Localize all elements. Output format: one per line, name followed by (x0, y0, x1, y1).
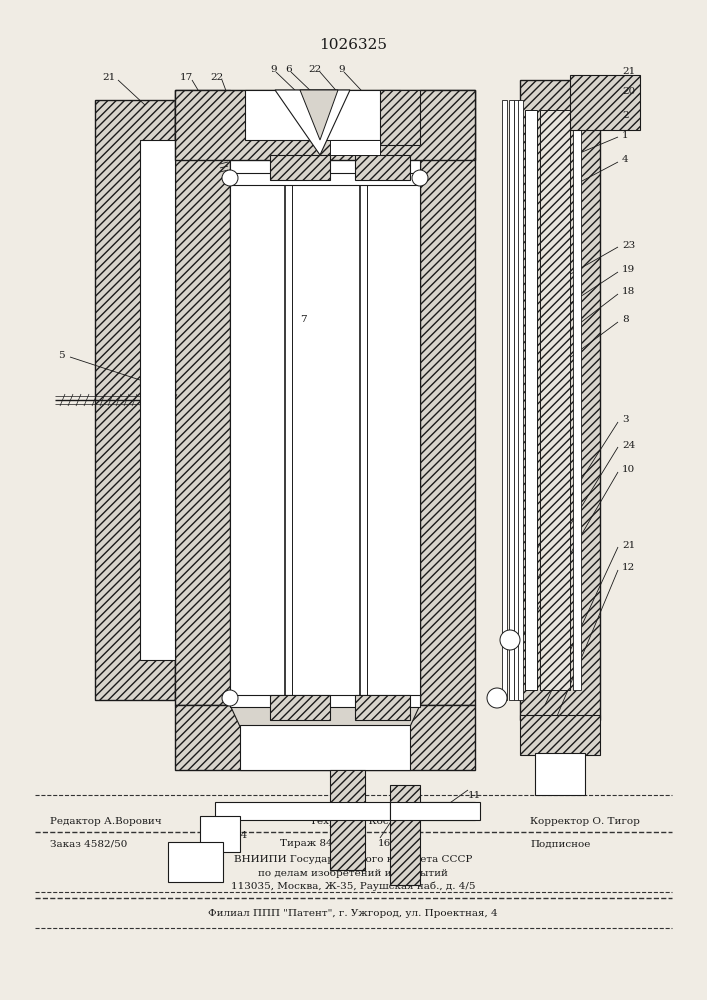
Circle shape (412, 170, 428, 186)
Text: 2: 2 (622, 110, 629, 119)
Text: 22: 22 (210, 74, 223, 83)
Polygon shape (275, 90, 350, 155)
Text: Подписное: Подписное (530, 840, 590, 848)
Bar (175, 90, 230, 705)
Bar (509, 100, 514, 700)
Text: 16: 16 (378, 838, 391, 848)
Bar (215, 802, 475, 820)
Circle shape (500, 630, 520, 650)
Text: 9: 9 (270, 66, 276, 75)
Text: 6: 6 (285, 66, 291, 75)
Bar (535, 753, 585, 795)
Bar (518, 100, 523, 700)
Bar (245, 90, 400, 140)
Text: Филиал ППП "Патент", г. Ужгород, ул. Проектная, 4: Филиал ППП "Патент", г. Ужгород, ул. Про… (208, 910, 498, 918)
Bar (520, 80, 600, 720)
Bar (502, 100, 507, 700)
Text: Заказ 4582/50: Заказ 4582/50 (50, 840, 127, 848)
Text: 1: 1 (622, 130, 629, 139)
Text: 11: 11 (468, 790, 481, 800)
Bar (514, 100, 519, 700)
Bar (573, 110, 581, 690)
Text: 4: 4 (622, 155, 629, 164)
Bar (390, 802, 480, 820)
Text: 17: 17 (180, 74, 193, 83)
Text: ВНИИПИ Государсвенного комитета СССР: ВНИИПИ Государсвенного комитета СССР (234, 856, 472, 864)
Bar (230, 90, 420, 705)
Bar (140, 140, 175, 660)
Bar (175, 90, 475, 160)
Text: 13: 13 (185, 865, 198, 874)
Polygon shape (300, 90, 338, 140)
Bar (270, 695, 330, 720)
Bar (355, 695, 410, 720)
Text: 18: 18 (622, 288, 636, 296)
Bar (175, 705, 475, 770)
Text: Тираж 845: Тираж 845 (281, 840, 339, 848)
Text: 10: 10 (622, 466, 636, 475)
Text: 20: 20 (622, 88, 636, 97)
Text: 19: 19 (622, 265, 636, 274)
Bar (330, 770, 365, 870)
Bar (355, 155, 410, 180)
Bar (380, 90, 420, 145)
Text: 8: 8 (622, 316, 629, 324)
Bar (525, 110, 537, 690)
Text: по делам изобретений и открытий: по делам изобретений и открытий (258, 868, 448, 878)
Bar (270, 155, 330, 180)
Text: Техред М. Костик: Техред М. Костик (310, 818, 408, 826)
Bar (540, 110, 570, 690)
Circle shape (222, 690, 238, 706)
Text: 12: 12 (622, 564, 636, 572)
Text: 21: 21 (622, 68, 636, 77)
Text: 1026325: 1026325 (319, 38, 387, 52)
Text: 7: 7 (300, 316, 307, 324)
Text: 21: 21 (622, 540, 636, 550)
Text: 5: 5 (58, 351, 64, 360)
Text: 21: 21 (102, 74, 115, 83)
Circle shape (487, 688, 507, 708)
Circle shape (222, 170, 238, 186)
Bar (520, 715, 600, 755)
Text: Составитель Е.Гаврилова: Составитель Е.Гаврилова (283, 802, 423, 812)
Text: Редактор А.Ворович: Редактор А.Ворович (50, 818, 162, 826)
Polygon shape (230, 705, 420, 770)
Text: 22: 22 (308, 66, 321, 75)
Text: 24: 24 (622, 440, 636, 450)
Bar (240, 725, 410, 770)
Bar (330, 140, 380, 155)
Text: 23: 23 (622, 240, 636, 249)
Text: 15: 15 (215, 830, 228, 840)
Text: 9: 9 (338, 66, 344, 75)
Bar (390, 785, 420, 885)
Bar (168, 842, 223, 882)
Bar (420, 90, 475, 705)
Bar (230, 695, 420, 707)
Bar (230, 173, 420, 185)
Text: 113035, Москва, Ж-35, Раушская наб., д. 4/5: 113035, Москва, Ж-35, Раушская наб., д. … (230, 881, 475, 891)
Bar (200, 816, 240, 852)
Bar (95, 100, 175, 700)
Text: Корректор О. Тигор: Корректор О. Тигор (530, 818, 640, 826)
Text: 3: 3 (622, 416, 629, 424)
Text: 14: 14 (235, 830, 248, 840)
Bar (570, 75, 640, 130)
